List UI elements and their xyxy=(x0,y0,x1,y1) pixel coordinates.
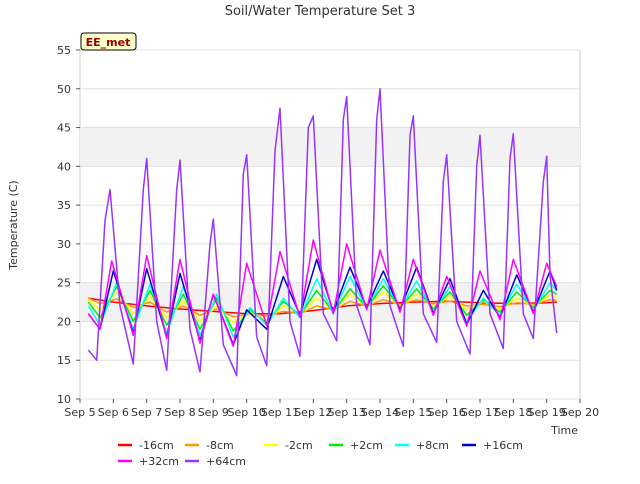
x-tick-label: Sep 20 xyxy=(561,406,599,419)
series-line xyxy=(87,88,558,377)
y-tick-label: 45 xyxy=(57,122,71,135)
legend-label: +32cm xyxy=(139,455,179,468)
legend: -16cm -8cm -2cm +2cm +8cm +16cm +32cm +64cm xyxy=(118,439,523,468)
y-tick-label: 50 xyxy=(57,83,71,96)
y-axis: 10 15 20 25 30 35 40 45 50 55 xyxy=(57,44,80,406)
legend-label: -2cm xyxy=(285,439,313,452)
series-lines xyxy=(87,88,558,377)
x-tick-label: Sep 16 xyxy=(428,406,466,419)
x-tick-label: Sep 11 xyxy=(261,406,299,419)
x-tick-label: Sep 12 xyxy=(294,406,332,419)
grid-band xyxy=(80,127,580,167)
chart-title: Soil/Water Temperature Set 3 xyxy=(225,4,416,19)
legend-label: -16cm xyxy=(139,439,174,452)
y-tick-label: 35 xyxy=(57,199,71,212)
series-line xyxy=(87,239,558,348)
legend-label: +8cm xyxy=(416,439,449,452)
x-tick-label: Sep 17 xyxy=(461,406,499,419)
plot-area xyxy=(79,49,581,400)
x-axis-label: Time xyxy=(550,424,578,437)
y-tick-label: 20 xyxy=(57,315,71,328)
x-tick-label: Sep 10 xyxy=(228,406,266,419)
y-tick-label: 30 xyxy=(57,238,71,251)
series-line xyxy=(87,297,557,318)
x-tick-label: Sep 5 xyxy=(64,406,95,419)
x-tick-label: Sep 8 xyxy=(164,406,195,419)
plot-background-bands xyxy=(79,49,581,400)
legend-label: +2cm xyxy=(350,439,383,452)
site-label-badge: EE_met xyxy=(80,32,137,51)
x-tick-label: Sep 15 xyxy=(394,406,432,419)
x-tick-label: Sep 13 xyxy=(328,406,366,419)
legend-label: +64cm xyxy=(206,455,246,468)
legend-label: +16cm xyxy=(483,439,523,452)
x-tick-label: Sep 6 xyxy=(98,406,129,419)
x-tick-label: Sep 9 xyxy=(198,406,229,419)
y-tick-label: 25 xyxy=(57,277,71,290)
x-tick-label: Sep 7 xyxy=(131,406,162,419)
y-tick-label: 15 xyxy=(57,354,71,367)
x-tick-label: Sep 19 xyxy=(528,406,566,419)
site-label-text: EE_met xyxy=(86,36,131,49)
legend-label: -8cm xyxy=(206,439,234,452)
x-tick-label: Sep 18 xyxy=(494,406,532,419)
y-tick-label: 40 xyxy=(57,160,71,173)
x-tick-label: Sep 14 xyxy=(361,406,399,419)
y-axis-label: Temperature (C) xyxy=(7,180,20,270)
y-tick-label: 10 xyxy=(57,393,71,406)
y-tick-label: 55 xyxy=(57,44,71,57)
